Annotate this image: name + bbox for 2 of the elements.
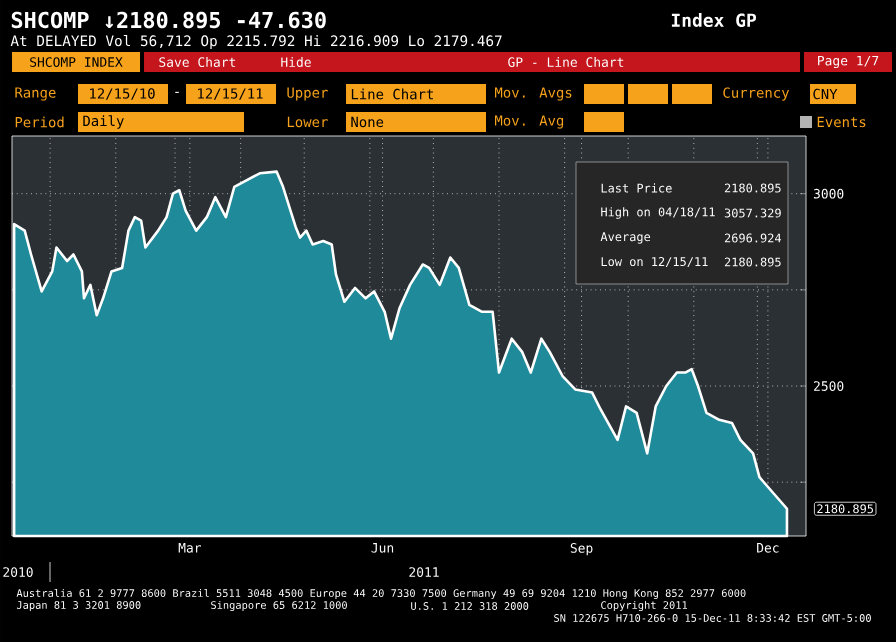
- text: Index GP: [671, 13, 757, 27]
- chart-title: SHCOMP ↓2180.895 -47.630: [11, 11, 326, 29]
